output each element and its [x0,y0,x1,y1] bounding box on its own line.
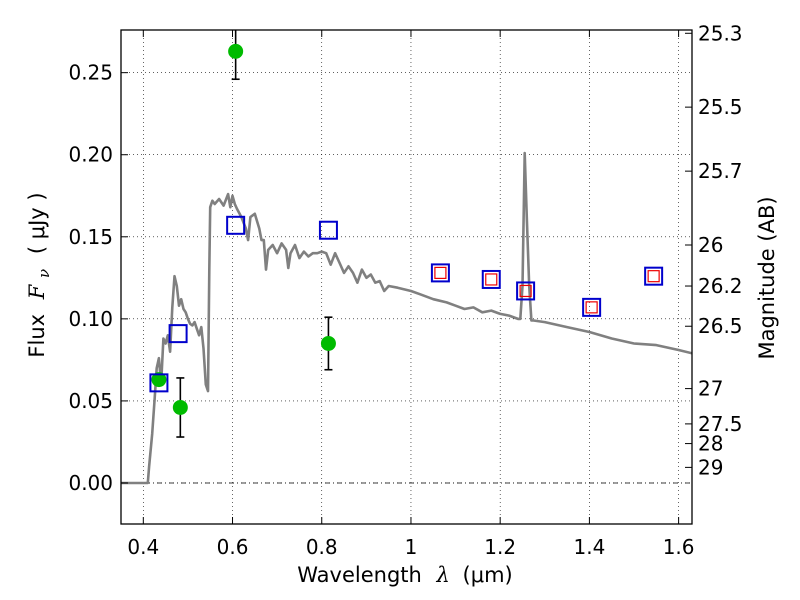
model-photometry-square [318,220,338,240]
y2-tick-label: 27 [698,377,723,401]
y-axis-label-symbol: F [25,283,49,300]
near-ir-photometry-square [434,266,447,279]
ticks-layer: 0.4 0.6 0.8 1 1.2 1.4 1.6 0.00 0.05 0.10 0.15 0.20 0… [68,21,742,559]
plot-area [121,151,692,485]
markers-layer [149,30,664,438]
x-tick-label: 0.8 [306,535,338,559]
y2-tick-label: 29 [698,455,723,479]
x-axis-label-text: Wavelength [297,563,422,587]
y-axis-label: Flux F ν ( μJy ) [25,192,54,357]
observed-point [172,399,188,415]
y-tick-label: 0.15 [68,225,113,249]
model-photometry-square [430,263,450,283]
y2-tick-label: 25.5 [698,95,743,119]
y-axis-label-text: Flux [25,314,49,358]
x-tick-label: 1.4 [573,535,605,559]
model-sed-line [121,151,692,485]
x-tick-label: 0.4 [127,535,159,559]
model-photometry-square [149,373,169,393]
model-photometry-square [168,324,188,344]
y-axis-label-unit: ( μJy ) [25,192,49,254]
x-tick-label: 1.2 [484,535,516,559]
y-tick-label: 0.05 [68,389,113,413]
series-layer [121,151,692,485]
y-tick-label: 0.25 [68,61,113,85]
near-ir-photometry-square [519,284,532,298]
observed-point [228,43,244,59]
x-tick-label: 1 [405,535,418,559]
y2-axis-label: Magnitude (AB) [755,196,779,359]
y2-tick-label: 26.2 [698,274,743,298]
x-axis-label-symbol: λ [436,563,450,587]
observed-point [320,335,336,351]
model-photometry-square [481,269,501,289]
model-photometry-square [582,297,602,317]
y2-tick-label: 25.3 [698,21,743,45]
y2-tick-label: 26.5 [698,314,743,338]
near-ir-photometry-square [585,301,598,314]
y2-tick-label: 28 [698,432,723,456]
axes-frame [120,29,693,525]
y2-tick-label: 25.7 [698,159,743,183]
x-tick-label: 1.6 [663,535,695,559]
y-axis-label-subscript: ν [35,269,53,278]
y-tick-label: 0.10 [68,307,113,331]
near-ir-photometry-square [485,273,498,286]
near-ir-photometry-square [647,270,660,283]
model-photometry-square [226,215,246,235]
model-photometry-square [516,281,536,301]
y-tick-label: 0.00 [68,471,113,495]
model-photometry-square [644,266,664,286]
y2-tick-label: 26 [698,233,723,257]
x-axis-label: Wavelength λ (μm) [297,563,512,587]
observed-point [151,372,167,388]
y2-tick-label: 27.5 [698,412,743,436]
x-axis-label-unit: (μm) [463,563,513,587]
x-tick-label: 0.6 [217,535,249,559]
y-tick-label: 0.20 [68,143,113,167]
